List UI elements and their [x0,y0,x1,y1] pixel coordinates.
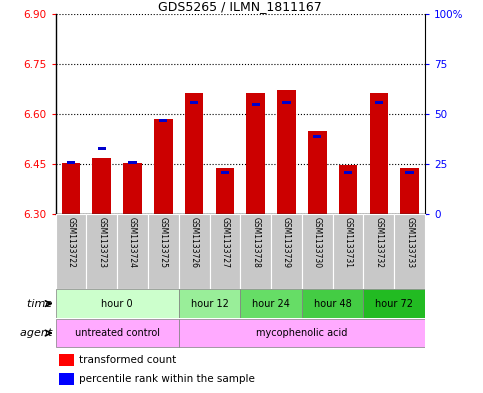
Text: agent: agent [20,328,56,338]
FancyBboxPatch shape [240,214,271,289]
Text: untreated control: untreated control [75,328,159,338]
Bar [308,131,327,214]
Text: hour 72: hour 72 [375,299,413,309]
Text: GSM1133729: GSM1133729 [282,217,291,268]
FancyBboxPatch shape [148,214,179,289]
Text: GSM1133732: GSM1133732 [374,217,384,268]
Text: mycophenolic acid: mycophenolic acid [256,328,348,338]
FancyBboxPatch shape [271,214,302,289]
Bar [154,119,172,214]
Bar [339,165,357,214]
FancyBboxPatch shape [364,214,394,289]
Bar [59,373,74,385]
Text: hour 48: hour 48 [314,299,352,309]
Bar [190,101,198,104]
Bar [252,103,260,106]
Text: hour 0: hour 0 [101,299,133,309]
Title: GDS5265 / ILMN_1811167: GDS5265 / ILMN_1811167 [158,0,322,13]
FancyBboxPatch shape [179,289,240,318]
Bar [400,168,419,214]
FancyBboxPatch shape [240,289,302,318]
FancyBboxPatch shape [179,214,210,289]
Bar [344,171,352,174]
Bar [123,163,142,214]
Text: hour 24: hour 24 [252,299,290,309]
FancyBboxPatch shape [302,289,364,318]
Bar [185,93,203,214]
FancyBboxPatch shape [179,319,425,347]
Text: hour 12: hour 12 [191,299,228,309]
FancyBboxPatch shape [210,214,240,289]
Bar [159,119,168,122]
FancyBboxPatch shape [56,289,179,318]
Bar [313,135,321,138]
Text: GSM1133725: GSM1133725 [159,217,168,268]
Text: percentile rank within the sample: percentile rank within the sample [79,374,256,384]
FancyBboxPatch shape [302,214,333,289]
Bar [128,161,137,164]
FancyBboxPatch shape [333,214,364,289]
Bar [59,354,74,366]
Text: GSM1133727: GSM1133727 [220,217,229,268]
Bar [98,147,106,150]
Text: GSM1133728: GSM1133728 [251,217,260,268]
Bar [369,93,388,214]
Bar [246,93,265,214]
Bar [215,168,234,214]
Bar [92,158,111,214]
FancyBboxPatch shape [364,289,425,318]
Text: GSM1133722: GSM1133722 [67,217,75,268]
Text: GSM1133723: GSM1133723 [97,217,106,268]
Text: time: time [27,299,56,309]
Text: GSM1133730: GSM1133730 [313,217,322,268]
FancyBboxPatch shape [394,214,425,289]
Text: GSM1133724: GSM1133724 [128,217,137,268]
Text: GSM1133726: GSM1133726 [190,217,199,268]
Bar [283,101,291,104]
Bar [375,101,383,104]
FancyBboxPatch shape [56,319,179,347]
Text: GSM1133733: GSM1133733 [405,217,414,268]
Text: GSM1133731: GSM1133731 [343,217,353,268]
FancyBboxPatch shape [56,214,86,289]
Text: transformed count: transformed count [79,355,177,365]
FancyBboxPatch shape [86,214,117,289]
Bar [221,171,229,174]
Bar [67,161,75,164]
Bar [406,171,414,174]
Bar [62,163,80,214]
Bar [277,90,296,214]
FancyBboxPatch shape [117,214,148,289]
